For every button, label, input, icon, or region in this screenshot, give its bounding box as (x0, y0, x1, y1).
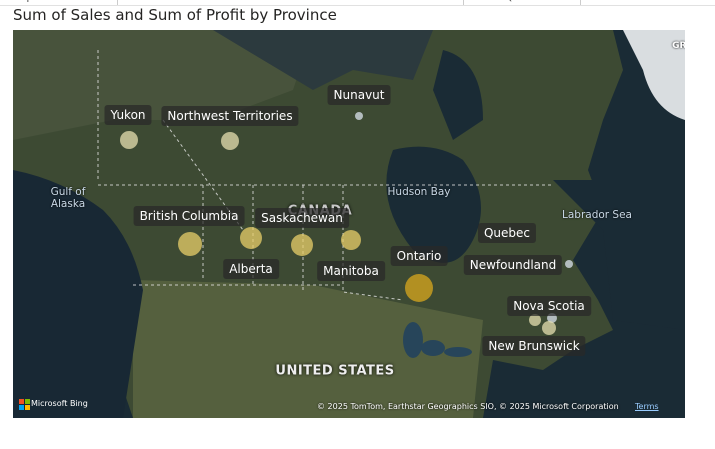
province-label[interactable]: Ontario (390, 246, 448, 266)
ribbon: Clipboard Data Queries Insert (0, 0, 715, 6)
province-label[interactable]: Nunavut (327, 85, 391, 105)
province-label[interactable]: Northwest Territories (161, 106, 299, 126)
province-label[interactable]: New Brunswick (482, 336, 586, 356)
ribbon-group: Data (284, 0, 308, 3)
place-label: Gulf of Alaska (50, 186, 86, 210)
province-label[interactable]: British Columbia (133, 206, 245, 226)
province-label[interactable]: Saskachewan (255, 208, 349, 228)
visual-title: Sum of Sales and Sum of Profit by Provin… (13, 6, 337, 24)
terms-link[interactable]: Terms (635, 402, 659, 411)
copyright: © 2025 TomTom, Earthstar Geographics SIO… (317, 402, 619, 411)
province-label[interactable]: Quebec (477, 223, 537, 243)
ribbon-group: Clipboard (14, 0, 62, 3)
ribbon-group: Insert (641, 0, 670, 3)
province-label[interactable]: Manitoba (317, 261, 385, 281)
ribbon-group: Queries (505, 0, 544, 3)
place-label: Labrador Sea (561, 209, 633, 221)
country-label: UNITED STATES (275, 363, 395, 379)
province-label[interactable]: Alberta (223, 259, 279, 279)
province-label[interactable]: Yukon (104, 105, 152, 125)
place-label: GREENLAND (672, 41, 685, 51)
bubbles (120, 112, 573, 335)
province-label[interactable]: Newfoundland (463, 255, 563, 275)
province-label[interactable]: Nova Scotia (507, 296, 591, 316)
place-label: Hudson Bay (387, 186, 451, 198)
map[interactable]: Gulf of Alaska Hudson Bay Labrador Sea G… (13, 30, 685, 418)
bing-logo: Microsoft Bing (31, 399, 88, 408)
